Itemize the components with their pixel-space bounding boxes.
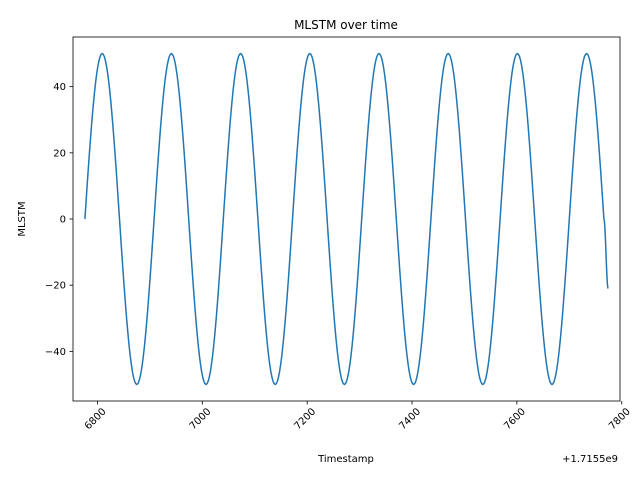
y-tick-label: −40 [45, 347, 66, 358]
chart-title: MLSTM over time [294, 18, 398, 32]
y-tick-label: −20 [45, 281, 66, 292]
x-tick-label: 6800 [83, 406, 109, 432]
y-axis-title: MLSTM [17, 201, 28, 236]
y-tick-label: 40 [53, 82, 66, 93]
y-tick-label: 0 [60, 215, 66, 226]
plot-area-frame [72, 36, 621, 402]
x-axis-title: Timestamp [317, 454, 374, 465]
x-tick-label: 7200 [293, 406, 319, 432]
x-axis-offset-label: +1.7155e9 [562, 454, 618, 465]
x-tick-label: 7600 [502, 406, 528, 432]
plot-line-layer [84, 52, 609, 386]
x-axis: 6800 7000 7200 7400 7600 7800 [83, 401, 633, 432]
mlstm-series-line [84, 52, 609, 386]
x-tick-label: 7800 [607, 406, 633, 432]
x-tick-label: 7000 [188, 406, 214, 432]
y-axis: −40 −20 0 20 40 [45, 82, 73, 358]
x-tick-label: 7400 [397, 406, 423, 432]
y-tick-label: 20 [53, 148, 66, 159]
